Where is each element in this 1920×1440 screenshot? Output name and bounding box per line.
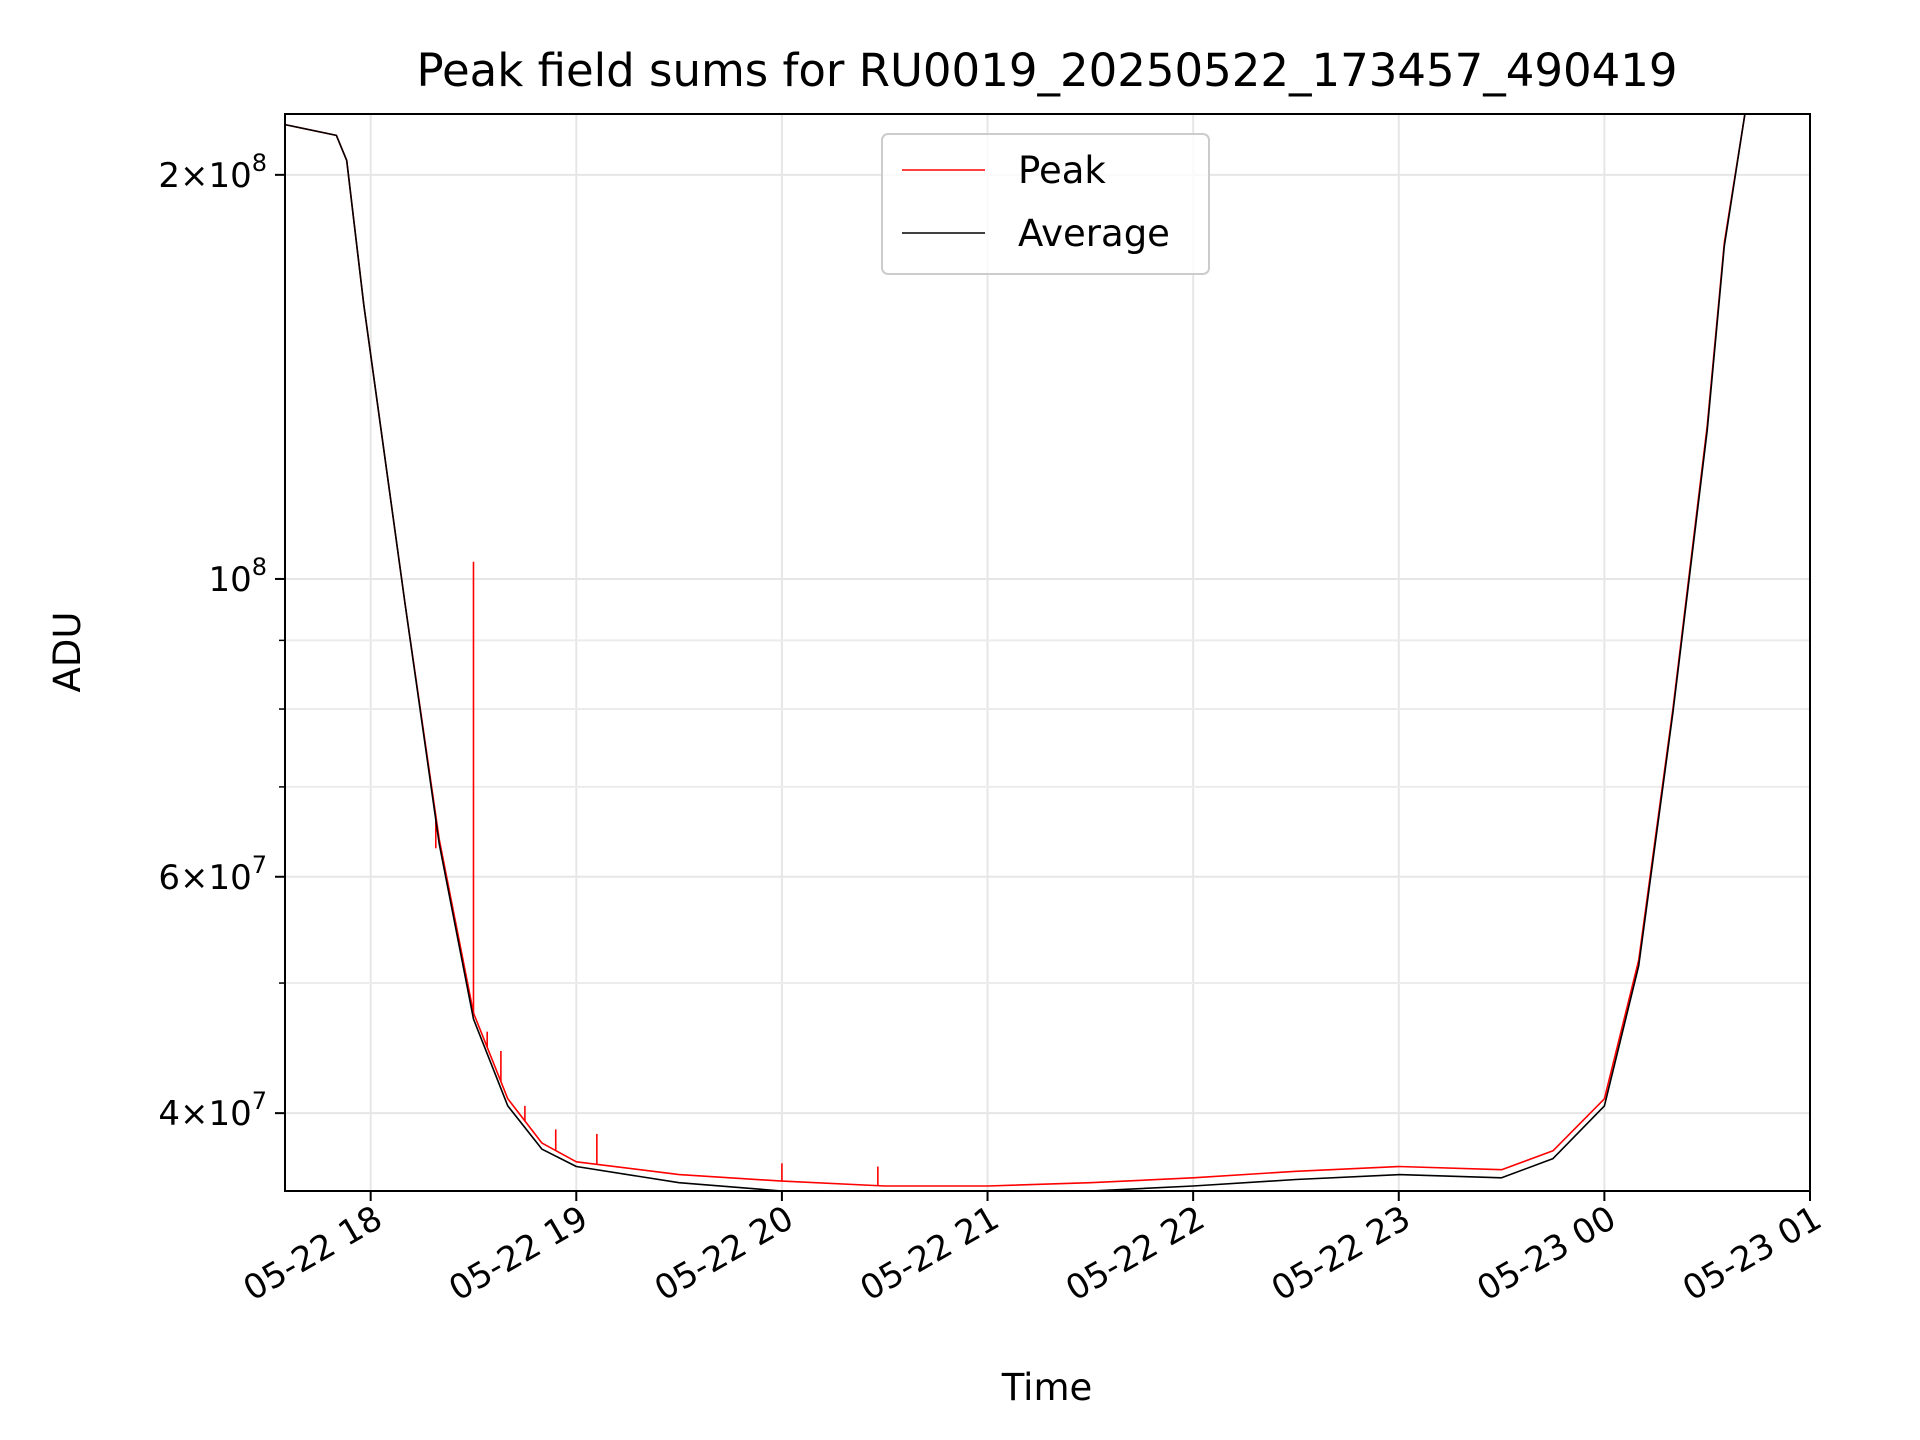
y-tick-label: 6×107 (158, 851, 267, 898)
y-tick-label: 4×107 (158, 1087, 267, 1134)
chart-title: Peak field sums for RU0019_20250522_1734… (416, 44, 1677, 97)
legend-box (881, 133, 1210, 275)
plot-series (285, 114, 1810, 1191)
x-axis-label: Time (1001, 1366, 1093, 1409)
legend-label-average: Average (1018, 212, 1170, 255)
legend: Peak Average (881, 133, 1210, 275)
legend-label-peak: Peak (1018, 149, 1106, 192)
series-line-average (285, 114, 1810, 1191)
y-axis-label: ADU (46, 612, 89, 693)
plot-frame (284, 113, 1811, 1192)
y-tick-label: 108 (208, 553, 267, 600)
y-tick-label: 2×108 (158, 149, 267, 196)
